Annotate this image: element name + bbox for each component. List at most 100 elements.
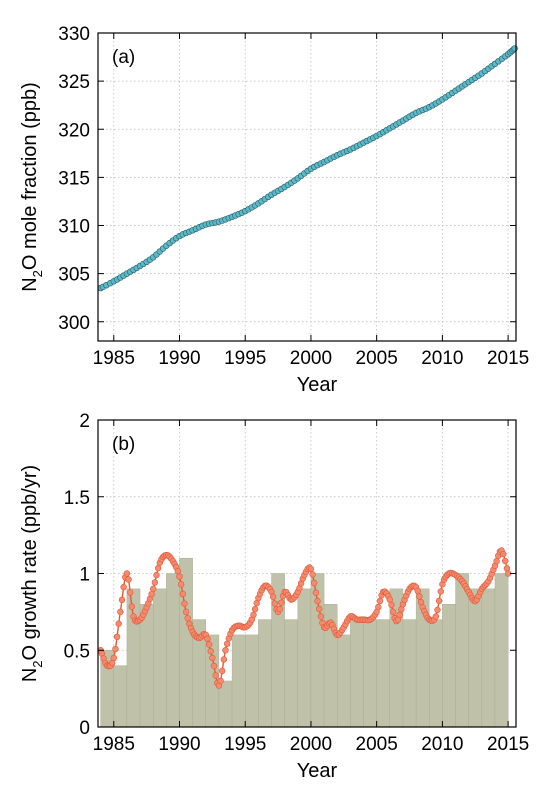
- b-series-point: [118, 596, 126, 604]
- b-x-tick-label: 1985: [93, 734, 135, 755]
- b-bar: [350, 619, 364, 728]
- b-bar: [455, 573, 469, 728]
- b-series-point: [177, 581, 185, 588]
- b-bar: [481, 588, 496, 728]
- b-series-point: [388, 601, 395, 609]
- panel-b-y-axis-label-rest: O growth rate (ppb/yr): [19, 465, 41, 661]
- b-series-point: [375, 603, 382, 611]
- b-bar: [310, 573, 325, 728]
- b-bar: [245, 634, 259, 728]
- b-series-point: [128, 603, 136, 610]
- a-x-tick-label: 2010: [421, 348, 463, 369]
- b-series-point: [312, 589, 320, 596]
- b-series-point: [123, 570, 131, 577]
- a-x-tick-label: 2005: [356, 348, 398, 369]
- b-series-point: [500, 550, 507, 558]
- b-series-point: [154, 564, 162, 572]
- b-series-point: [207, 648, 214, 655]
- a-y-tick-label: 300: [58, 313, 90, 334]
- b-series-point: [437, 588, 444, 595]
- b-series-point: [117, 608, 124, 616]
- a-y-tick-label: 325: [58, 72, 90, 93]
- panel-b-label: (b): [112, 434, 135, 455]
- b-series-point: [389, 608, 397, 616]
- panel-a-y-axis-label-rest: O mole fraction (ppb): [19, 82, 41, 270]
- a-x-tick-label: 1990: [158, 348, 200, 369]
- b-series-point: [217, 677, 224, 684]
- a-y-tick-label: 320: [58, 120, 90, 141]
- b-series-point: [219, 667, 226, 675]
- b-series-point: [250, 611, 257, 619]
- panel-b: 1985 1990 1995 2000 2005 2010 2015 0 0.5 1 1.5 2 (b…: [19, 411, 529, 782]
- b-y-tick-label: 1: [79, 565, 90, 586]
- b-series-point: [315, 605, 323, 613]
- b-series-point: [276, 605, 283, 613]
- b-series-point: [434, 606, 441, 614]
- b-series-point: [176, 573, 183, 580]
- panel-b-y-axis-label: N2O growth rate (ppb/yr): [19, 465, 45, 682]
- a-x-tick-label: 1985: [93, 348, 135, 369]
- panel-a-ticks: 1985 1990 1995 2000 2005 2010 2015 300 305 310 315…: [58, 24, 529, 369]
- b-series-point: [148, 590, 155, 598]
- b-series-point: [127, 589, 134, 596]
- b-series-point: [212, 672, 219, 679]
- panel-b-y-axis-label-subscript: 2: [30, 660, 45, 667]
- b-series-point: [220, 656, 228, 663]
- b-series-point: [414, 587, 421, 595]
- b-y-tick-label: 2: [79, 411, 90, 432]
- a-series-point: [511, 45, 518, 52]
- b-bar: [376, 619, 391, 728]
- b-series-point: [432, 613, 440, 620]
- b-x-tick-label: 2005: [356, 734, 398, 755]
- b-series-point: [179, 590, 186, 598]
- panel-b-x-axis-label: Year: [297, 760, 338, 782]
- b-series-point: [314, 597, 321, 605]
- b-bar: [166, 573, 180, 728]
- panel-a-frame: [97, 32, 517, 342]
- b-bar: [258, 619, 272, 728]
- panel-a-y-axis-label-subscript: 2: [30, 270, 45, 277]
- b-series-point: [112, 645, 119, 653]
- b-series-point: [396, 611, 403, 619]
- b-series-point: [416, 593, 423, 600]
- b-series-point: [125, 576, 132, 583]
- b-bar: [153, 588, 167, 728]
- b-series-point: [502, 557, 509, 565]
- b-series-point: [174, 567, 182, 575]
- b-series-point: [311, 579, 318, 587]
- b-series-point: [151, 579, 159, 586]
- b-series-point: [150, 585, 157, 593]
- b-x-tick-label: 2000: [290, 734, 332, 755]
- b-x-tick-label: 1995: [224, 734, 266, 755]
- b-series-point: [120, 583, 127, 591]
- b-bar: [442, 604, 456, 728]
- a-x-tick-label: 2000: [290, 348, 332, 369]
- a-x-tick-label: 2015: [487, 348, 529, 369]
- b-bar: [139, 604, 154, 728]
- b-series-point: [209, 654, 216, 662]
- b-series-point: [376, 597, 384, 605]
- b-series-point: [182, 608, 190, 616]
- b-bar: [429, 619, 443, 728]
- b-series-point: [309, 571, 316, 578]
- b-bar: [363, 619, 377, 728]
- b-bar: [284, 619, 298, 728]
- b-series-point: [493, 557, 500, 565]
- b-y-tick-label: 1.5: [64, 488, 90, 509]
- b-bar: [126, 588, 141, 728]
- b-series-point: [110, 654, 117, 662]
- panel-a-x-axis-label: Year: [297, 374, 338, 396]
- panel-a: 1985 1990 1995 2000 2005 2010 2015 300 305 310 315…: [19, 24, 529, 396]
- b-series-point: [223, 640, 231, 648]
- a-y-tick-label: 330: [58, 24, 90, 45]
- b-bar: [231, 634, 246, 728]
- panel-a-y-axis-label-main: N: [19, 277, 41, 291]
- b-bar: [113, 665, 128, 728]
- b-series-point: [269, 593, 277, 601]
- b-series-point: [205, 641, 213, 648]
- panel-a-label: (a): [112, 47, 135, 68]
- b-series-point: [222, 647, 229, 654]
- panel-a-y-axis-label: N2O mole fraction (ppb): [19, 82, 45, 292]
- panel-a-series: [97, 45, 518, 292]
